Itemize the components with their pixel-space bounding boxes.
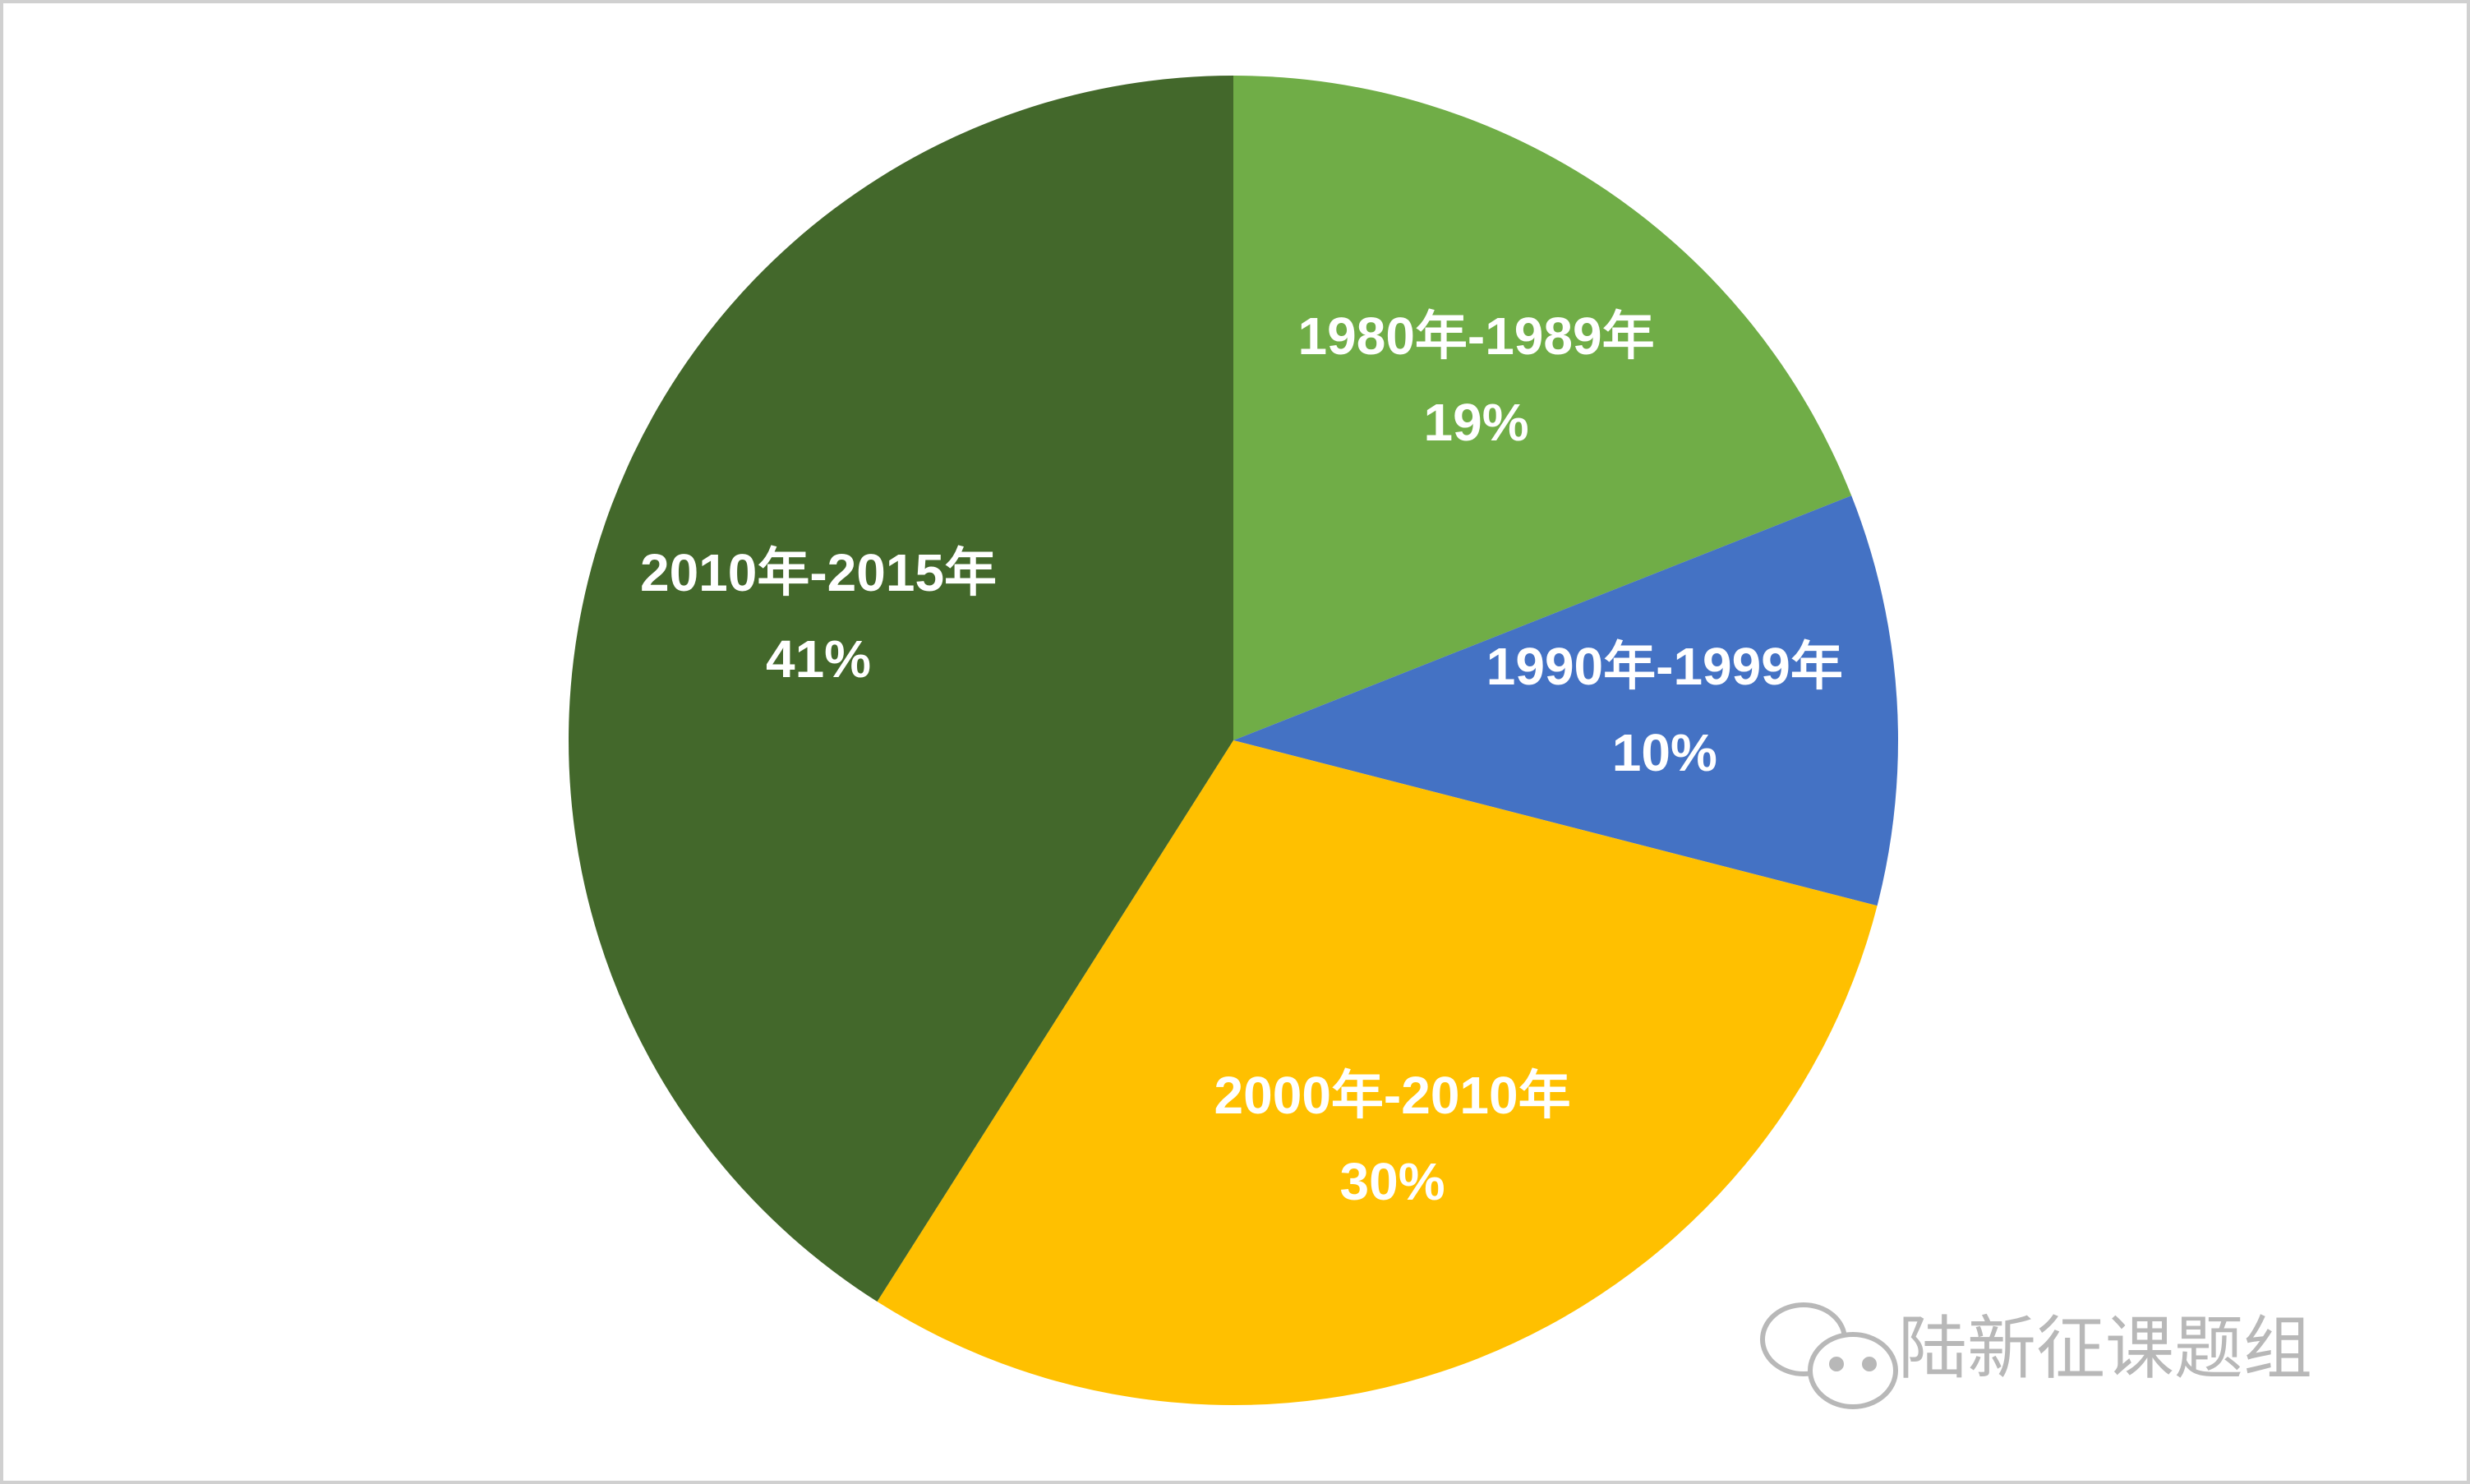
pie-slice — [1233, 76, 1852, 740]
pie-slice — [1233, 495, 1898, 906]
pie-slice — [569, 76, 1233, 1302]
wechat-icon — [1760, 1302, 1898, 1409]
slice-category-label: 2000年-2010年 — [1214, 1066, 1571, 1125]
slice-value-label: 41% — [766, 629, 871, 689]
slice-value-label: 19% — [1424, 393, 1529, 452]
slice-value-label: 30% — [1340, 1152, 1445, 1211]
watermark: 陆新征课题组 — [1898, 1310, 2312, 1387]
slice-category-label: 1990年-1999年 — [1486, 637, 1843, 696]
slice-category-label: 1980年-1989年 — [1298, 306, 1655, 366]
pie-slice — [877, 740, 1878, 1405]
slice-category-label: 2010年-2015年 — [640, 543, 997, 602]
slice-value-label: 10% — [1612, 723, 1717, 782]
